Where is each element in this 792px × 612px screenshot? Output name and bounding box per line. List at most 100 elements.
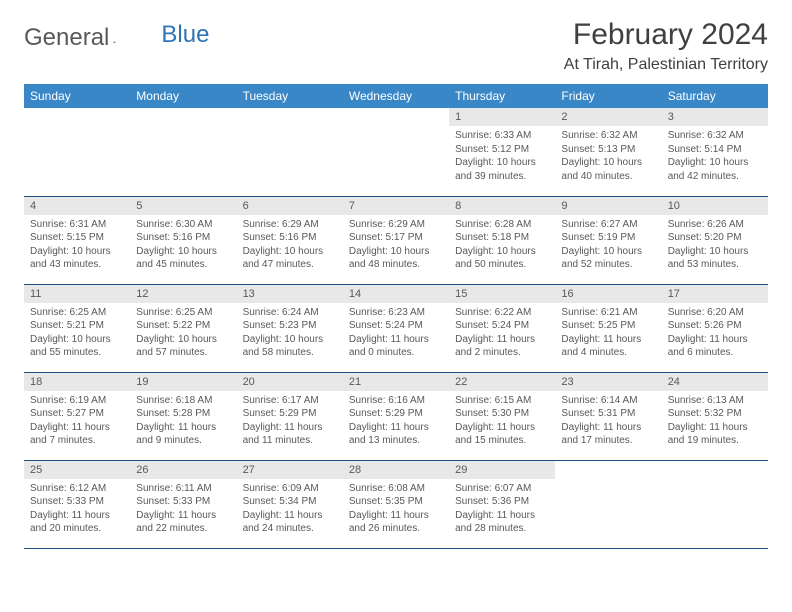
weekday-header: Tuesday [237,84,343,108]
calendar-day-cell: 19Sunrise: 6:18 AMSunset: 5:28 PMDayligh… [130,372,236,460]
calendar-table: Sunday Monday Tuesday Wednesday Thursday… [24,84,768,549]
calendar-day-cell: 18Sunrise: 6:19 AMSunset: 5:27 PMDayligh… [24,372,130,460]
sunrise-text: Sunrise: 6:33 AM [455,129,549,143]
day-details: Sunrise: 6:23 AMSunset: 5:24 PMDaylight:… [343,303,449,366]
day-details: Sunrise: 6:29 AMSunset: 5:16 PMDaylight:… [237,215,343,278]
calendar-week-row: 4Sunrise: 6:31 AMSunset: 5:15 PMDaylight… [24,196,768,284]
calendar-day-cell: . [24,108,130,196]
day-details: Sunrise: 6:14 AMSunset: 5:31 PMDaylight:… [555,391,661,454]
day-details: Sunrise: 6:16 AMSunset: 5:29 PMDaylight:… [343,391,449,454]
day-number: 26 [130,461,236,479]
day-number: 25 [24,461,130,479]
day-details: Sunrise: 6:32 AMSunset: 5:14 PMDaylight:… [662,126,768,189]
sunrise-text: Sunrise: 6:17 AM [243,394,337,408]
daylight-text: Daylight: 11 hours and 7 minutes. [30,421,124,448]
sunrise-text: Sunrise: 6:32 AM [668,129,762,143]
sunrise-text: Sunrise: 6:29 AM [349,218,443,232]
day-number: 23 [555,373,661,391]
daylight-text: Daylight: 11 hours and 0 minutes. [349,333,443,360]
day-number: 4 [24,197,130,215]
sunset-text: Sunset: 5:24 PM [349,319,443,333]
weekday-header: Monday [130,84,236,108]
daylight-text: Daylight: 10 hours and 42 minutes. [668,156,762,183]
day-details: Sunrise: 6:28 AMSunset: 5:18 PMDaylight:… [449,215,555,278]
sunset-text: Sunset: 5:13 PM [561,143,655,157]
daylight-text: Daylight: 10 hours and 55 minutes. [30,333,124,360]
day-details: Sunrise: 6:12 AMSunset: 5:33 PMDaylight:… [24,479,130,542]
sunset-text: Sunset: 5:35 PM [349,495,443,509]
calendar-week-row: 11Sunrise: 6:25 AMSunset: 5:21 PMDayligh… [24,284,768,372]
calendar-day-cell: . [662,460,768,548]
weekday-header: Wednesday [343,84,449,108]
daylight-text: Daylight: 11 hours and 13 minutes. [349,421,443,448]
sunset-text: Sunset: 5:29 PM [349,407,443,421]
calendar-day-cell: 20Sunrise: 6:17 AMSunset: 5:29 PMDayligh… [237,372,343,460]
calendar-day-cell: 27Sunrise: 6:09 AMSunset: 5:34 PMDayligh… [237,460,343,548]
daylight-text: Daylight: 11 hours and 19 minutes. [668,421,762,448]
day-details: Sunrise: 6:19 AMSunset: 5:27 PMDaylight:… [24,391,130,454]
sunset-text: Sunset: 5:14 PM [668,143,762,157]
calendar-week-row: 18Sunrise: 6:19 AMSunset: 5:27 PMDayligh… [24,372,768,460]
day-number: 14 [343,285,449,303]
day-number: 5 [130,197,236,215]
sunset-text: Sunset: 5:26 PM [668,319,762,333]
sunrise-text: Sunrise: 6:32 AM [561,129,655,143]
day-number: 18 [24,373,130,391]
day-details: Sunrise: 6:26 AMSunset: 5:20 PMDaylight:… [662,215,768,278]
day-number: 16 [555,285,661,303]
weekday-header: Saturday [662,84,768,108]
sunset-text: Sunset: 5:34 PM [243,495,337,509]
sunset-text: Sunset: 5:16 PM [243,231,337,245]
day-number: 20 [237,373,343,391]
daylight-text: Daylight: 11 hours and 6 minutes. [668,333,762,360]
sunset-text: Sunset: 5:27 PM [30,407,124,421]
day-details: Sunrise: 6:24 AMSunset: 5:23 PMDaylight:… [237,303,343,366]
daylight-text: Daylight: 11 hours and 28 minutes. [455,509,549,536]
sunset-text: Sunset: 5:12 PM [455,143,549,157]
daylight-text: Daylight: 11 hours and 11 minutes. [243,421,337,448]
daylight-text: Daylight: 10 hours and 40 minutes. [561,156,655,183]
calendar-day-cell: 13Sunrise: 6:24 AMSunset: 5:23 PMDayligh… [237,284,343,372]
sunrise-text: Sunrise: 6:23 AM [349,306,443,320]
calendar-week-row: 25Sunrise: 6:12 AMSunset: 5:33 PMDayligh… [24,460,768,548]
daylight-text: Daylight: 11 hours and 15 minutes. [455,421,549,448]
calendar-day-cell: 23Sunrise: 6:14 AMSunset: 5:31 PMDayligh… [555,372,661,460]
sunrise-text: Sunrise: 6:18 AM [136,394,230,408]
calendar-day-cell: 17Sunrise: 6:20 AMSunset: 5:26 PMDayligh… [662,284,768,372]
day-number: 2 [555,108,661,126]
day-number: 22 [449,373,555,391]
sunset-text: Sunset: 5:30 PM [455,407,549,421]
daylight-text: Daylight: 10 hours and 43 minutes. [30,245,124,272]
sunset-text: Sunset: 5:18 PM [455,231,549,245]
weekday-header: Friday [555,84,661,108]
calendar-day-cell: 16Sunrise: 6:21 AMSunset: 5:25 PMDayligh… [555,284,661,372]
calendar-day-cell: 7Sunrise: 6:29 AMSunset: 5:17 PMDaylight… [343,196,449,284]
sunset-text: Sunset: 5:17 PM [349,231,443,245]
daylight-text: Daylight: 11 hours and 4 minutes. [561,333,655,360]
daylight-text: Daylight: 11 hours and 26 minutes. [349,509,443,536]
day-details: Sunrise: 6:30 AMSunset: 5:16 PMDaylight:… [130,215,236,278]
sunrise-text: Sunrise: 6:29 AM [243,218,337,232]
sunset-text: Sunset: 5:24 PM [455,319,549,333]
sunrise-text: Sunrise: 6:13 AM [668,394,762,408]
sunset-text: Sunset: 5:20 PM [668,231,762,245]
sunset-text: Sunset: 5:19 PM [561,231,655,245]
day-number: 8 [449,197,555,215]
day-details: Sunrise: 6:11 AMSunset: 5:33 PMDaylight:… [130,479,236,542]
page-title: February 2024 [564,18,768,52]
header: General Blue February 2024 At Tirah, Pal… [24,18,768,74]
day-details: Sunrise: 6:18 AMSunset: 5:28 PMDaylight:… [130,391,236,454]
calendar-day-cell: 22Sunrise: 6:15 AMSunset: 5:30 PMDayligh… [449,372,555,460]
sunrise-text: Sunrise: 6:12 AM [30,482,124,496]
calendar-day-cell: 25Sunrise: 6:12 AMSunset: 5:33 PMDayligh… [24,460,130,548]
day-details: Sunrise: 6:13 AMSunset: 5:32 PMDaylight:… [662,391,768,454]
calendar-day-cell: . [130,108,236,196]
brand-text-1: General [24,24,109,52]
brand-text-2: Blue [161,21,209,49]
daylight-text: Daylight: 11 hours and 2 minutes. [455,333,549,360]
weekday-header: Sunday [24,84,130,108]
day-number: 7 [343,197,449,215]
day-details: Sunrise: 6:15 AMSunset: 5:30 PMDaylight:… [449,391,555,454]
weekday-header-row: Sunday Monday Tuesday Wednesday Thursday… [24,84,768,108]
sunset-text: Sunset: 5:36 PM [455,495,549,509]
